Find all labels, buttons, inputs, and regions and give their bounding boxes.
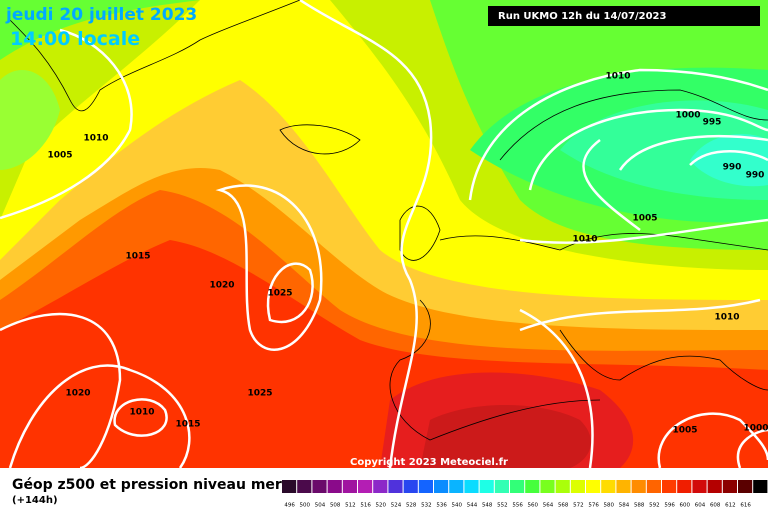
scale-swatch xyxy=(555,480,570,493)
scale-swatch xyxy=(418,480,433,493)
scale-swatch xyxy=(540,480,555,493)
scale-label: 528 xyxy=(406,503,417,509)
isobar-label: 1005 xyxy=(672,426,697,436)
scale-swatch xyxy=(449,480,464,493)
scale-swatch xyxy=(403,480,418,493)
scale-label: 564 xyxy=(543,503,554,509)
isobar-label: 1020 xyxy=(209,281,234,291)
scale-swatch xyxy=(722,480,737,493)
isobar-label: 1025 xyxy=(247,389,272,399)
scale-swatch xyxy=(479,480,494,493)
scale-label: 552 xyxy=(497,503,508,509)
scale-label: 556 xyxy=(512,503,523,509)
scale-swatch xyxy=(586,480,601,493)
isobar-label: 1005 xyxy=(47,151,72,161)
scale-swatch xyxy=(677,480,692,493)
scale-swatch xyxy=(358,480,373,493)
scale-label: 496 xyxy=(284,503,295,509)
scale-label: 524 xyxy=(391,503,402,509)
run-label: Run UKMO 12h du 14/07/2023 xyxy=(498,11,667,22)
isobar-label: 1010 xyxy=(572,235,597,245)
scale-label: 608 xyxy=(710,503,721,509)
scale-swatch xyxy=(631,480,646,493)
scale-label: 596 xyxy=(664,503,675,509)
scale-label: 532 xyxy=(421,503,432,509)
scale-label: 560 xyxy=(528,503,539,509)
isobar-label: 990 xyxy=(723,163,742,173)
scale-swatch xyxy=(434,480,449,493)
scale-label: 616 xyxy=(740,503,751,509)
scale-label: 612 xyxy=(725,503,736,509)
scale-label: 576 xyxy=(588,503,599,509)
scale-label: 572 xyxy=(573,503,584,509)
scale-swatch xyxy=(282,480,297,493)
isobar-label: 1015 xyxy=(125,252,150,262)
footer-title: Géop z500 et pression niveau mer xyxy=(12,477,282,493)
scale-swatch xyxy=(373,480,388,493)
scale-label: 512 xyxy=(345,503,356,509)
scale-label: 516 xyxy=(360,503,371,509)
scale-swatch xyxy=(525,480,540,493)
scale-label: 504 xyxy=(315,503,326,509)
scale-swatch xyxy=(601,480,616,493)
scale-label: 588 xyxy=(634,503,645,509)
scale-label: 540 xyxy=(452,503,463,509)
scale-swatch xyxy=(616,480,631,493)
isobar-label: 995 xyxy=(703,118,722,128)
scale-swatch xyxy=(692,480,707,493)
isobar-label: 1010 xyxy=(714,313,739,323)
scale-label: 508 xyxy=(330,503,341,509)
scale-label: 592 xyxy=(649,503,660,509)
scale-label: 600 xyxy=(680,503,691,509)
scale-label: 584 xyxy=(619,503,630,509)
copyright: Copyright 2023 Meteociel.fr xyxy=(350,457,508,468)
scale-swatch xyxy=(312,480,327,493)
scale-label: 500 xyxy=(300,503,311,509)
scale-swatch xyxy=(753,480,768,493)
scale-swatch xyxy=(570,480,585,493)
scale-label: 568 xyxy=(558,503,569,509)
scale-label: 544 xyxy=(467,503,478,509)
isobar-label: 1010 xyxy=(605,72,630,82)
scale-swatch xyxy=(738,480,753,493)
scale-label: 520 xyxy=(376,503,387,509)
scale-swatch xyxy=(510,480,525,493)
scale-label: 604 xyxy=(695,503,706,509)
forecast-time: 14:00 locale xyxy=(10,28,140,50)
isobar-label: 1000 xyxy=(743,424,768,434)
scale-swatch xyxy=(464,480,479,493)
isobar-label: 1025 xyxy=(267,289,292,299)
isobar-label: 1010 xyxy=(83,134,108,144)
color-scale: 496 500 504 508 512 516 520 524 528 532 536 540 544 5… xyxy=(282,480,768,509)
scale-label: 536 xyxy=(436,503,447,509)
isobars xyxy=(0,0,768,470)
isobar-label: 1015 xyxy=(175,420,200,430)
scale-swatch xyxy=(646,480,661,493)
scale-swatch xyxy=(297,480,312,493)
isobar-label: 990 xyxy=(746,171,765,181)
scale-swatch xyxy=(342,480,357,493)
scale-swatch xyxy=(388,480,403,493)
run-box xyxy=(488,6,760,26)
scale-swatch xyxy=(707,480,722,493)
scale-swatch xyxy=(494,480,509,493)
isobar-label: 1005 xyxy=(632,214,657,224)
scale-swatch xyxy=(662,480,677,493)
scale-label: 548 xyxy=(482,503,493,509)
isobar-labels: 1010100099599099010051010101010101005101… xyxy=(47,72,768,436)
footer-lead: (+144h) xyxy=(12,495,58,506)
isobar-label: 1000 xyxy=(675,111,700,121)
forecast-date: jeudi 20 juillet 2023 xyxy=(5,5,197,25)
scale-label: 580 xyxy=(604,503,615,509)
isobar-label: 1020 xyxy=(65,389,90,399)
isobar-label: 1010 xyxy=(129,408,154,418)
scale-swatch xyxy=(327,480,342,493)
